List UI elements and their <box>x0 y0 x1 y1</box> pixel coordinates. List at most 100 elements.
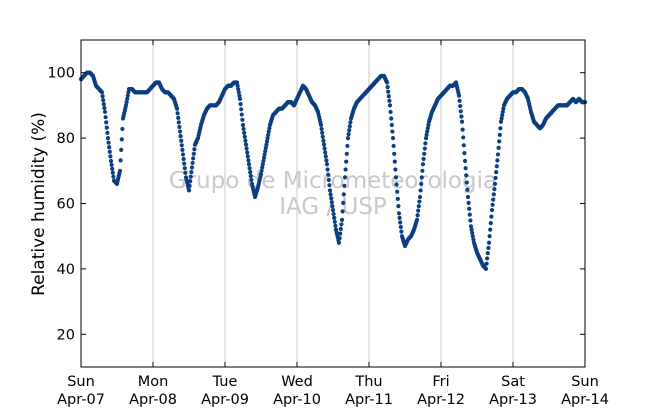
data-point <box>319 126 324 132</box>
data-point <box>483 266 489 271</box>
data-point <box>497 139 502 144</box>
data-point <box>240 117 245 122</box>
data-point <box>390 136 396 141</box>
data-point <box>241 126 246 132</box>
x-tick-label-day: Wed <box>281 374 313 390</box>
x-tick-label-day: Mon <box>138 374 169 390</box>
data-point <box>386 94 391 99</box>
data-point <box>419 175 424 180</box>
data-point <box>489 214 494 219</box>
data-point <box>187 183 192 188</box>
data-point <box>397 215 402 220</box>
data-point <box>321 142 327 147</box>
data-point <box>494 170 499 175</box>
data-point <box>494 164 499 169</box>
data-point <box>459 119 465 124</box>
data-point <box>332 219 337 224</box>
data-point <box>462 158 468 164</box>
data-point <box>489 207 495 213</box>
data-point <box>322 146 327 151</box>
data-point <box>189 170 194 175</box>
data-point <box>415 213 420 218</box>
data-point <box>102 109 108 115</box>
x-tick-label-date: Apr-11 <box>345 392 393 408</box>
data-point <box>337 236 342 241</box>
data-point <box>459 114 464 119</box>
data-point <box>249 177 254 183</box>
data-point <box>499 116 504 121</box>
data-point <box>421 156 426 162</box>
data-point <box>329 200 334 205</box>
data-point <box>125 96 130 101</box>
data-point <box>103 115 108 120</box>
data-point <box>492 187 497 192</box>
data-point <box>414 217 420 222</box>
data-point <box>260 162 265 167</box>
data-point <box>177 124 182 130</box>
data-point <box>239 107 244 112</box>
data-point <box>183 170 188 175</box>
data-point <box>467 206 472 211</box>
data-point <box>266 129 271 134</box>
data-point <box>341 192 346 197</box>
data-point <box>240 122 246 128</box>
data-point <box>243 138 248 143</box>
data-point <box>321 138 326 143</box>
data-point <box>389 122 394 128</box>
data-point <box>324 162 330 167</box>
data-point <box>111 174 116 179</box>
data-point <box>393 175 399 180</box>
data-point <box>237 96 243 101</box>
data-point <box>396 211 402 216</box>
data-point <box>120 126 125 132</box>
data-point <box>182 166 187 171</box>
data-point <box>259 168 264 173</box>
data-point <box>109 162 114 168</box>
data-point <box>110 166 115 171</box>
x-tick-label-day: Sun <box>571 374 599 390</box>
data-point <box>339 222 344 227</box>
data-point <box>384 80 390 85</box>
data-point <box>258 171 264 177</box>
data-point <box>100 94 105 99</box>
data-point <box>176 115 181 120</box>
data-point <box>108 158 114 164</box>
x-tick-label-date: Apr-14 <box>561 392 609 408</box>
data-point <box>500 109 505 115</box>
data-point <box>497 132 502 137</box>
data-point <box>246 158 251 163</box>
x-tick-label-date: Apr-12 <box>417 392 465 408</box>
data-point <box>188 174 193 179</box>
data-point <box>345 143 350 149</box>
data-point <box>416 208 421 213</box>
data-point <box>456 93 462 98</box>
data-point <box>180 147 185 152</box>
data-point <box>342 175 348 180</box>
data-point <box>396 204 401 209</box>
data-point <box>346 132 351 137</box>
data-point <box>345 136 351 141</box>
data-point <box>174 106 180 111</box>
data-point <box>244 146 249 151</box>
data-point <box>501 106 506 111</box>
data-point <box>190 160 195 166</box>
data-point <box>329 196 334 201</box>
data-point <box>247 166 252 171</box>
data-point <box>320 130 325 135</box>
data-point <box>261 158 266 164</box>
data-point <box>242 134 247 139</box>
x-tick-label-date: Apr-10 <box>273 392 321 408</box>
data-point <box>105 130 110 135</box>
data-point <box>387 103 393 108</box>
data-point <box>188 179 193 184</box>
data-point <box>394 182 399 187</box>
data-point <box>426 122 431 128</box>
data-point <box>347 124 352 129</box>
data-point <box>391 143 396 149</box>
data-point <box>177 129 183 134</box>
data-point <box>176 120 181 125</box>
data-point <box>104 125 109 130</box>
data-point <box>264 139 270 144</box>
data-point <box>341 200 346 205</box>
data-point <box>191 156 196 161</box>
